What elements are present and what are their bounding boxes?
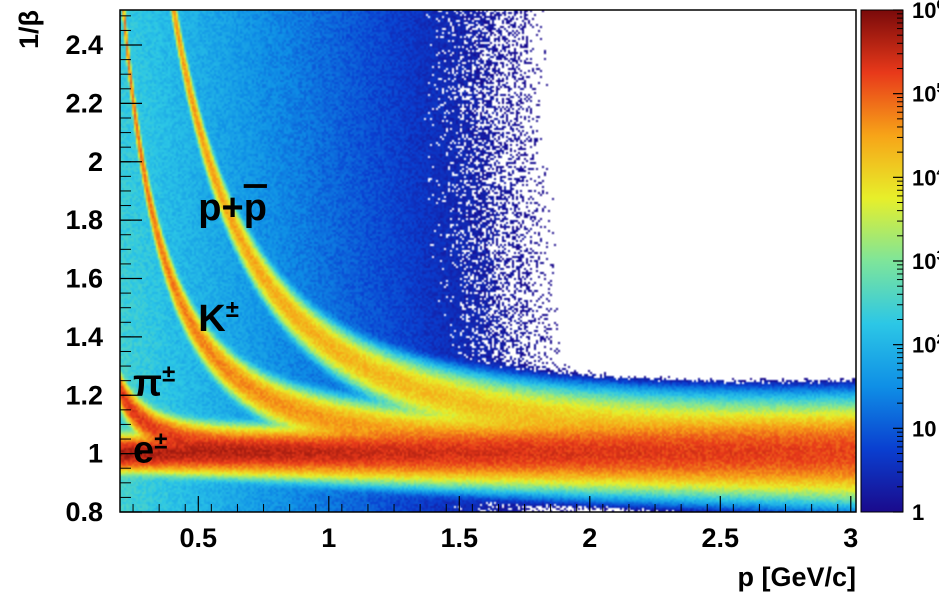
y-tick-label: 1.6 xyxy=(65,264,103,294)
y-tick-label: 2.2 xyxy=(65,88,103,118)
band-labels: e±π±K±p+p xyxy=(133,187,267,471)
band-label: p+p xyxy=(198,187,267,229)
x-axis-label: p [GeV/c] xyxy=(737,562,856,592)
heatmap-image xyxy=(120,10,856,512)
colorbar-tick-label: 102 xyxy=(912,331,939,358)
colorbar-ticks: 1 10 102 103 104 105 106 xyxy=(893,0,939,525)
y-tick-label: 1.4 xyxy=(65,322,103,352)
x-tick-label: 2 xyxy=(582,523,597,553)
x-axis: 0.5 1 1.5 2 2.5 3 xyxy=(132,496,858,553)
plot-area: e±π±K±p+p xyxy=(119,9,857,513)
y-tick-label: 1.2 xyxy=(65,380,103,410)
y-tick-label: 0.8 xyxy=(65,497,103,527)
colorbar: 1 10 102 103 104 105 106 xyxy=(860,0,939,525)
y-axis-label: 1/β xyxy=(14,10,44,49)
colorbar-tick-label: 10 xyxy=(912,416,936,441)
y-tick-label: 2 xyxy=(88,147,103,177)
x-tick-label: 1.5 xyxy=(441,523,479,553)
x-tick-label: 1 xyxy=(321,523,336,553)
y-tick-label: 1.8 xyxy=(65,205,103,235)
y-axis: 0.8 1 1.2 1.4 1.6 1.8 2 2.2 2.4 xyxy=(65,15,142,527)
colorbar-tick-label: 104 xyxy=(912,163,939,190)
colorbar-tick-label: 105 xyxy=(912,80,939,107)
colorbar-tick-label: 106 xyxy=(912,0,939,23)
y-tick-label: 1 xyxy=(88,439,103,469)
plot-frame xyxy=(119,9,857,513)
band-label: K± xyxy=(198,296,239,340)
colorbar-tick-label: 1 xyxy=(912,500,924,525)
y-tick-label: 2.4 xyxy=(65,30,103,60)
x-tick-label: 3 xyxy=(843,523,858,553)
x-tick-label: 0.5 xyxy=(180,523,218,553)
x-tick-label: 2.5 xyxy=(702,523,740,553)
colorbar-tick-label: 103 xyxy=(912,247,939,274)
